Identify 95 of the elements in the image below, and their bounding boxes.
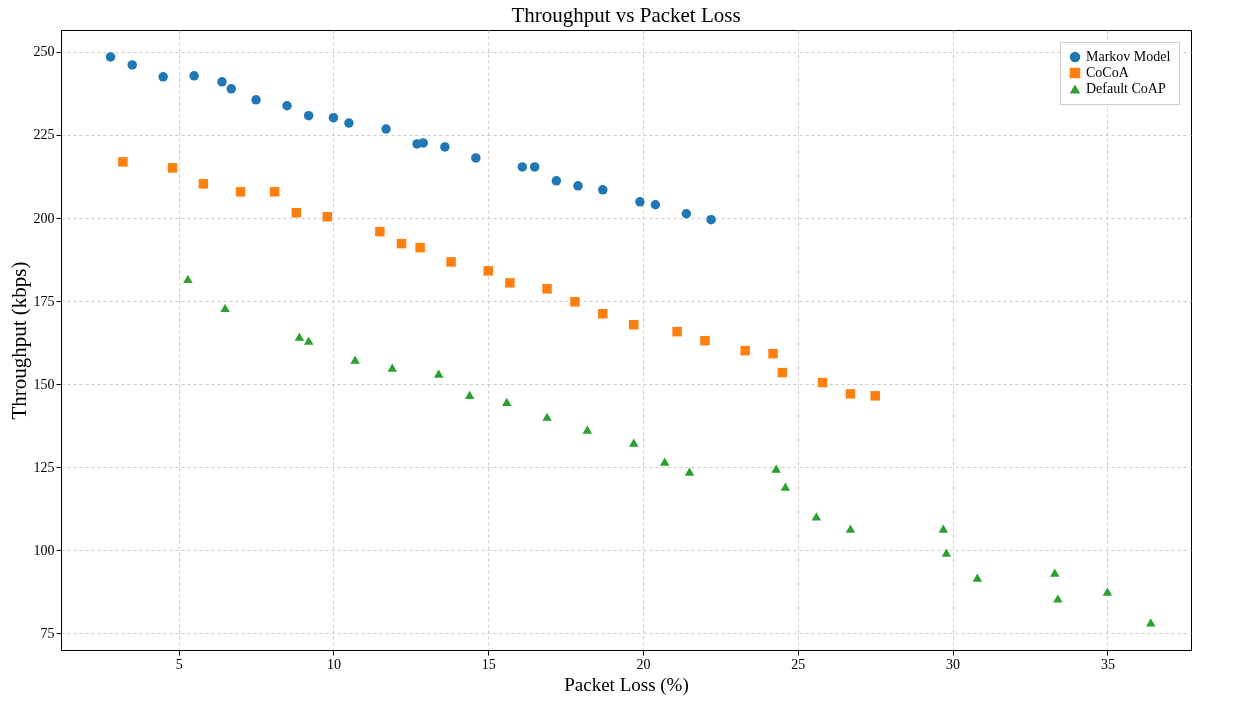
- y-tick-label: 75: [40, 625, 55, 641]
- point: [629, 319, 639, 330]
- x-tick-label: 15: [481, 656, 496, 672]
- point: [681, 209, 692, 219]
- point: [226, 84, 237, 94]
- point: [635, 197, 645, 207]
- point: [777, 367, 788, 378]
- point: [396, 238, 407, 249]
- point: [598, 309, 608, 319]
- x-tick-label: 10: [326, 656, 341, 672]
- point: [706, 214, 716, 225]
- point: [1053, 594, 1063, 603]
- point: [158, 72, 168, 82]
- point: [235, 187, 246, 197]
- point: [570, 297, 580, 307]
- y-tick-label: 175: [33, 293, 55, 309]
- point: [328, 112, 339, 123]
- legend-label: Markov Model: [1086, 49, 1171, 64]
- point: [938, 524, 949, 533]
- point: [381, 124, 391, 134]
- point: [322, 211, 332, 222]
- x-tick-label: 35: [1100, 656, 1115, 672]
- y-axis-title: Throughput (kbps): [6, 261, 31, 420]
- point: [251, 95, 261, 105]
- point: [167, 163, 178, 173]
- chart-title: Throughput vs Packet Loss: [511, 3, 741, 27]
- point: [542, 412, 552, 421]
- point: [344, 118, 354, 128]
- point: [220, 303, 230, 312]
- point: [650, 200, 661, 210]
- point: [183, 274, 193, 283]
- point: [672, 326, 682, 337]
- point: [780, 482, 791, 491]
- y-tick-label: 150: [33, 376, 55, 392]
- legend-label: CoCoA: [1086, 65, 1130, 80]
- point: [700, 335, 710, 346]
- point: [217, 77, 227, 87]
- x-tick-label: 30: [946, 656, 961, 672]
- point: [573, 181, 583, 191]
- point: [740, 345, 750, 356]
- point: [105, 52, 116, 62]
- point: [118, 157, 128, 167]
- point: [1146, 618, 1156, 627]
- point: [768, 348, 778, 359]
- point: [282, 101, 292, 111]
- y-tick-label: 250: [33, 44, 55, 60]
- y-tick-label: 200: [33, 210, 55, 226]
- point: [483, 266, 493, 276]
- point: [291, 208, 302, 218]
- point: [505, 278, 515, 288]
- point: [418, 138, 428, 148]
- legend-label: Default CoAP: [1086, 81, 1166, 96]
- point: [845, 389, 856, 399]
- point: [811, 512, 822, 521]
- point: [303, 336, 314, 345]
- point: [529, 162, 540, 172]
- x-tick-label: 20: [636, 656, 651, 672]
- point: [684, 467, 695, 476]
- point: [446, 257, 456, 267]
- point: [269, 187, 280, 197]
- point: [941, 548, 952, 557]
- point: [294, 332, 305, 341]
- x-tick-label: 5: [175, 656, 183, 672]
- y-tick-label: 100: [33, 542, 55, 558]
- point: [817, 377, 828, 388]
- point: [551, 176, 562, 186]
- point: [629, 438, 639, 447]
- point: [771, 464, 781, 473]
- x-axis-title: Packet Loss (%): [564, 673, 689, 696]
- point: [471, 153, 481, 163]
- point: [517, 162, 528, 172]
- point: [415, 242, 425, 253]
- point: [1102, 587, 1113, 596]
- point: [1050, 568, 1060, 577]
- point: [433, 369, 444, 378]
- point: [542, 284, 552, 294]
- point: [972, 573, 983, 582]
- point: [582, 425, 593, 434]
- point: [598, 185, 608, 195]
- point: [464, 390, 475, 399]
- point: [198, 179, 209, 189]
- point: [440, 142, 450, 152]
- point: [127, 60, 137, 70]
- point: [303, 110, 314, 121]
- point: [375, 226, 385, 237]
- y-tick-label: 225: [33, 127, 55, 143]
- point: [350, 355, 360, 364]
- point: [845, 524, 856, 533]
- point: [502, 397, 512, 406]
- point: [189, 71, 199, 81]
- x-tick-label: 25: [791, 656, 806, 672]
- point: [387, 363, 397, 372]
- point: [659, 457, 670, 466]
- point: [870, 391, 880, 401]
- y-tick-label: 125: [33, 459, 55, 475]
